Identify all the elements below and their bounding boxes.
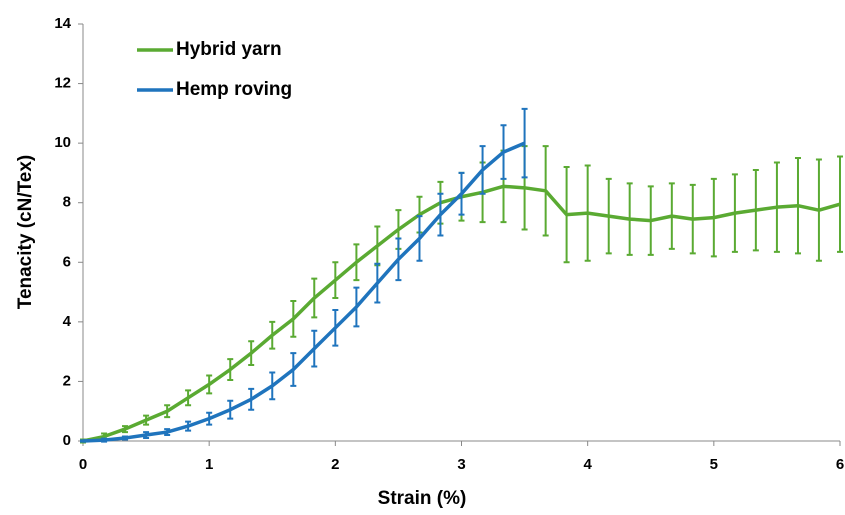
y-axis-label: Tenacity (cN/Tex) bbox=[15, 155, 36, 310]
x-tick-label: 6 bbox=[836, 456, 844, 473]
y-tick-label: 12 bbox=[54, 75, 71, 92]
y-tick-label: 6 bbox=[63, 253, 71, 270]
series-line bbox=[82, 184, 841, 443]
error-bar bbox=[837, 155, 843, 253]
x-tick-label: 4 bbox=[583, 456, 592, 473]
x-tick-label: 0 bbox=[79, 456, 87, 473]
x-tick-label: 3 bbox=[457, 456, 465, 473]
y-tick-label: 8 bbox=[63, 194, 71, 211]
legend-label: Hybrid yarn bbox=[176, 39, 282, 60]
series-line bbox=[82, 141, 526, 443]
x-tick-label: 2 bbox=[331, 456, 339, 473]
x-tick-label: 5 bbox=[710, 456, 718, 473]
y-tick-label: 0 bbox=[63, 432, 71, 449]
y-tick-label: 14 bbox=[54, 15, 71, 32]
x-tick-label: 1 bbox=[205, 456, 213, 473]
y-tick-label: 10 bbox=[54, 134, 71, 151]
y-tick-label: 4 bbox=[63, 313, 72, 330]
legend-label: Hemp roving bbox=[176, 79, 292, 100]
x-axis-label: Strain (%) bbox=[378, 488, 467, 509]
y-tick-label: 2 bbox=[63, 372, 71, 389]
